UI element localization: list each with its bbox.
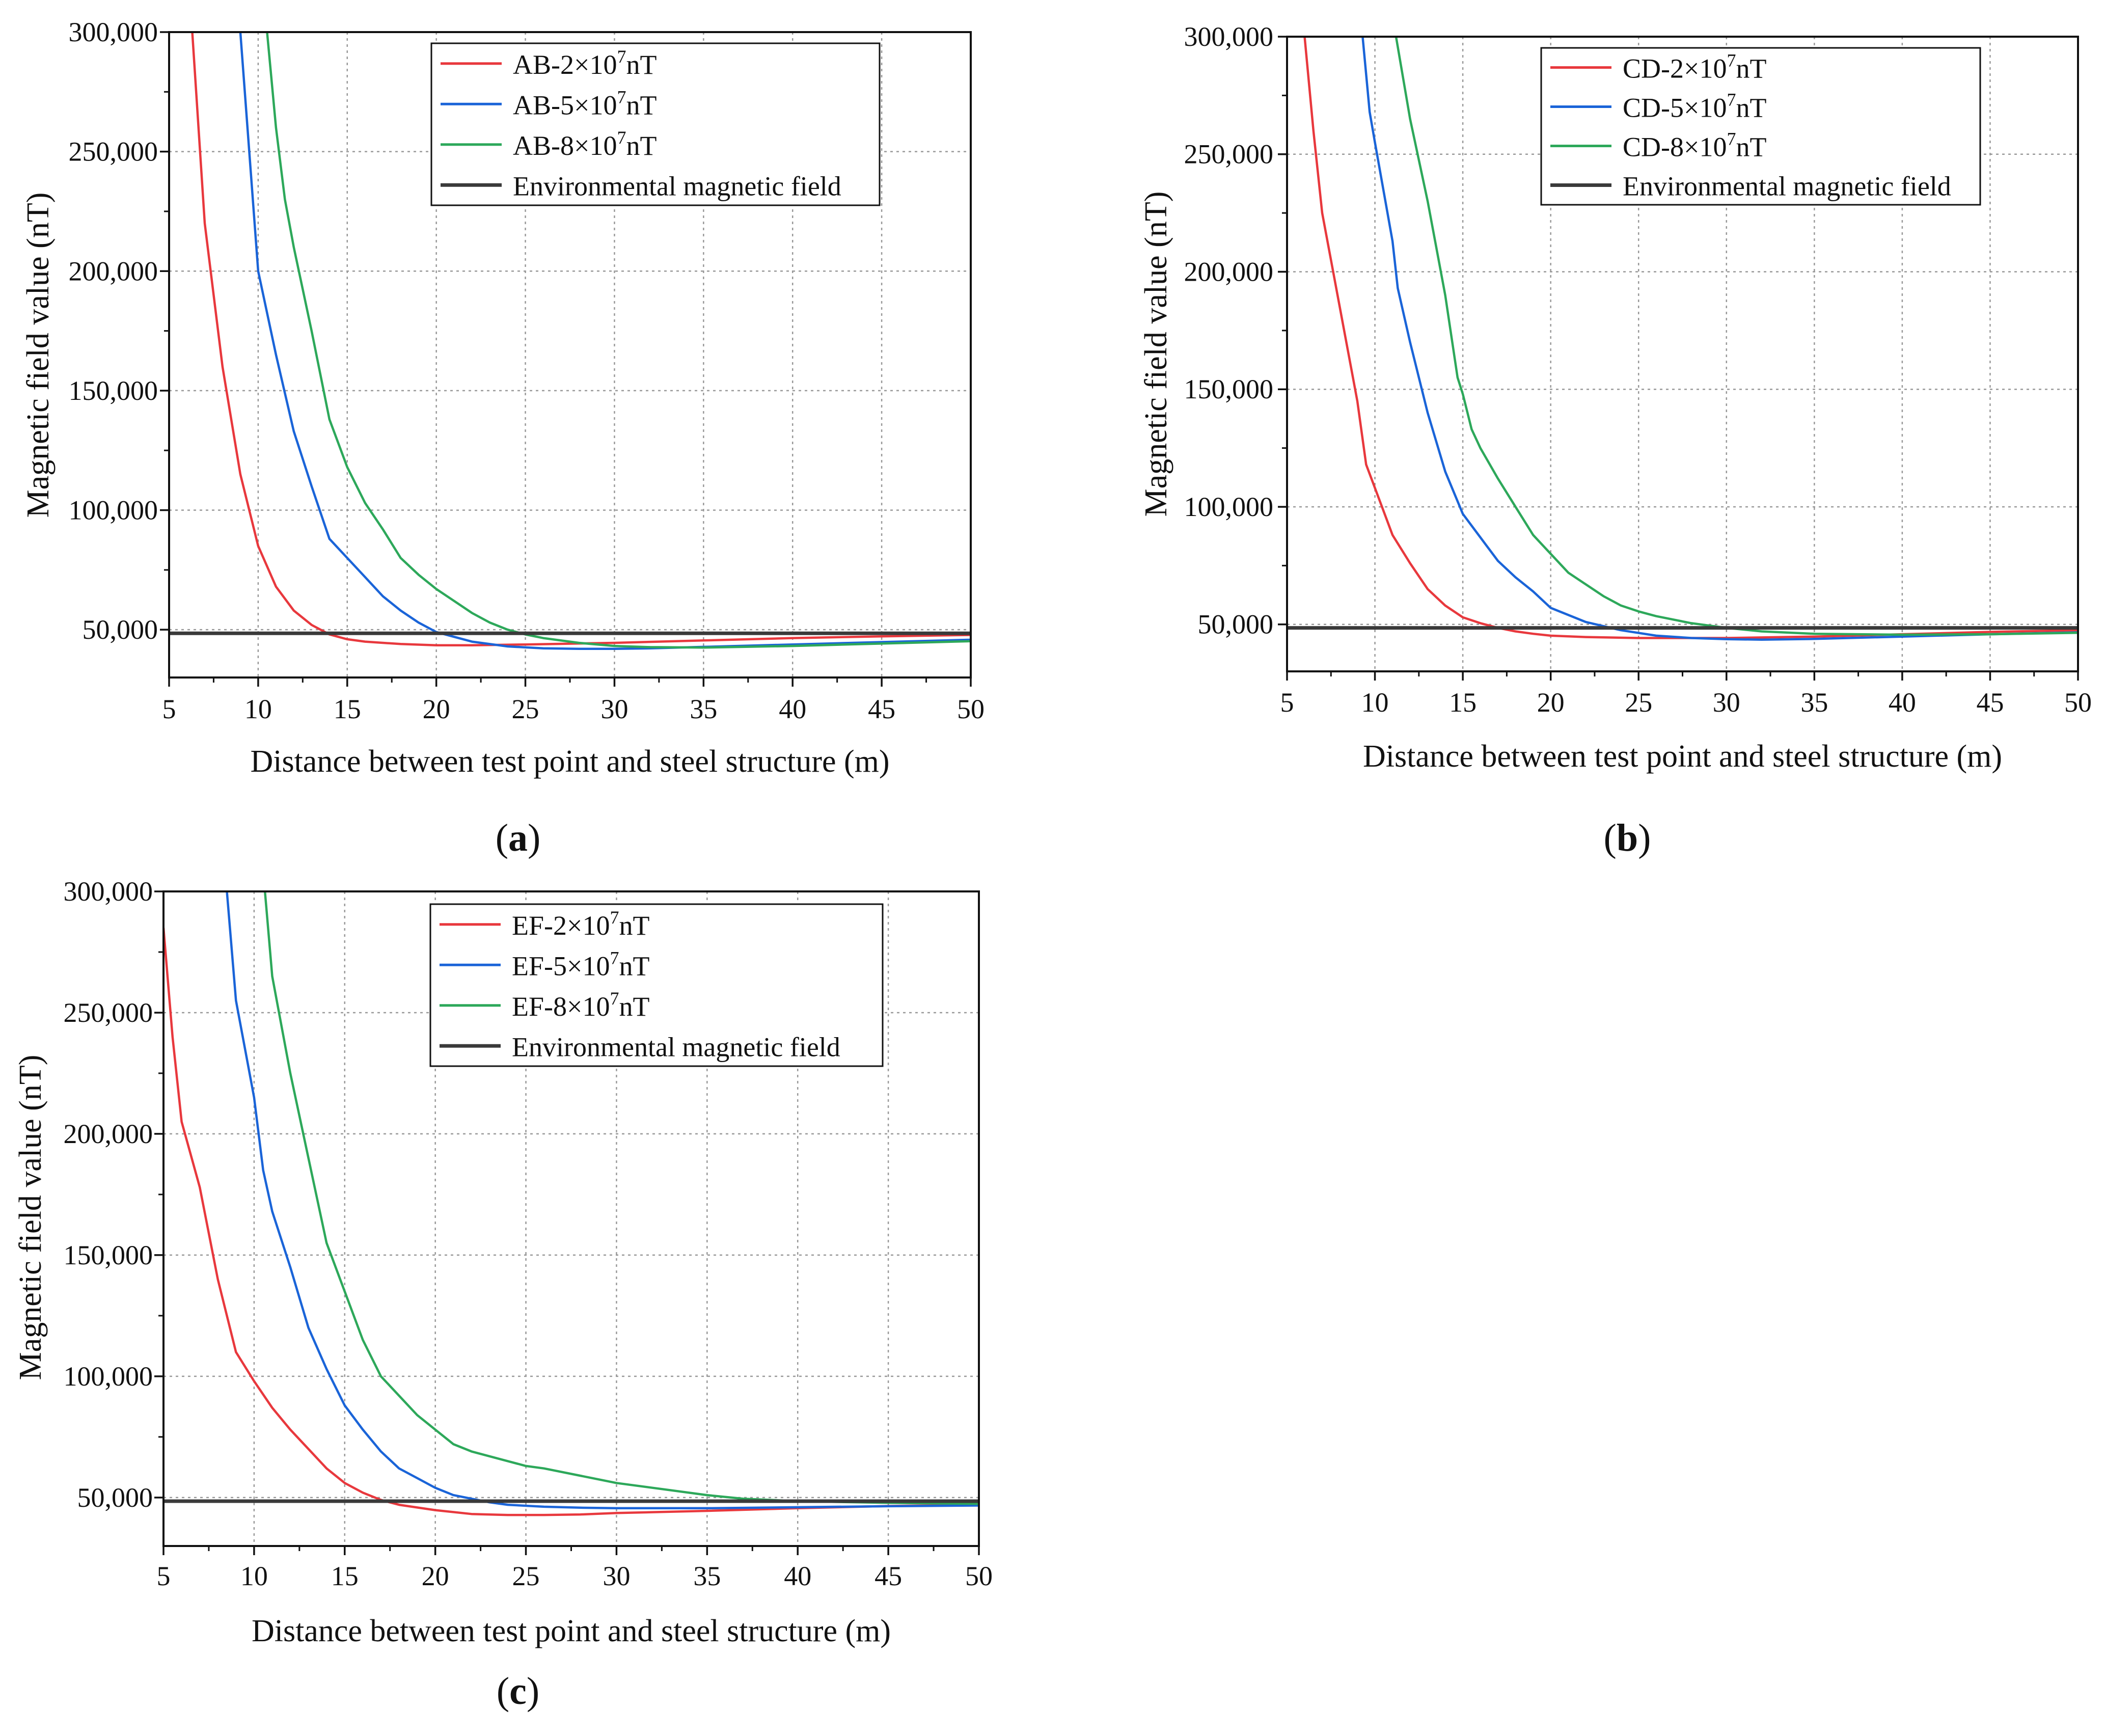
- y-tick-label: 100,000: [69, 495, 158, 526]
- series-line-1: [191, 32, 971, 646]
- y-tick-label: 300,000: [69, 17, 158, 47]
- legend-label: Environmental magnetic field: [1623, 171, 1951, 202]
- legend-label: EF-5×107nT: [512, 947, 649, 981]
- y-tick-label: 50,000: [1198, 609, 1274, 640]
- y-tick-label: 50,000: [77, 1482, 153, 1513]
- x-tick-label: 45: [874, 1561, 902, 1591]
- x-axis-title: Distance between test point and steel st…: [250, 744, 889, 779]
- legend-box: [1540, 47, 1981, 206]
- x-tick-label: 40: [1889, 687, 1916, 718]
- y-axis-title: Magnetic field value (nT): [21, 193, 56, 518]
- legend-label: CD-8×107nT: [1623, 129, 1766, 162]
- y-axis-title: Magnetic field value (nT): [1139, 192, 1173, 517]
- panel-caption: (b): [1604, 817, 1651, 859]
- legend-box: [430, 42, 881, 206]
- x-tick-label: 10: [244, 694, 272, 724]
- y-tick-label: 100,000: [1184, 492, 1274, 522]
- series-line-1: [163, 928, 979, 1516]
- x-tick-label: 40: [779, 694, 806, 724]
- y-tick-label: 200,000: [64, 1119, 153, 1149]
- series-line-1: [1303, 37, 2078, 639]
- series-group: [163, 891, 979, 1516]
- x-axis-title: Distance between test point and steel st…: [1363, 739, 2002, 774]
- panel-caption: (c): [497, 1670, 539, 1713]
- x-tick-label: 50: [2064, 687, 2092, 718]
- y-tick-label: 150,000: [64, 1240, 153, 1270]
- legend-label: CD-5×107nT: [1623, 90, 1766, 123]
- x-tick-label: 5: [162, 694, 176, 724]
- legend-label: AB-8×107nT: [513, 127, 657, 161]
- legend: AB-2×107nT AB-5×107nT AB-8×107nT Environmen…: [430, 42, 881, 206]
- x-tick-label: 15: [334, 694, 361, 724]
- chart-panel-c: 5 10 15 20 25 30 35 40 45 50 50,000 100,000 150,000 2…: [13, 876, 993, 1713]
- x-tick-label: 30: [603, 1561, 630, 1591]
- y-tick-label: 200,000: [1184, 256, 1274, 287]
- y-tick-label: 50,000: [83, 614, 158, 645]
- legend-label: EF-8×107nT: [512, 988, 649, 1022]
- x-tick-label: 20: [423, 694, 450, 724]
- series-line-3: [266, 32, 971, 649]
- legend-label: AB-5×107nT: [513, 87, 657, 120]
- x-tick-label: 20: [422, 1561, 449, 1591]
- x-tick-label: 30: [600, 694, 628, 724]
- legend-box: [429, 903, 884, 1067]
- legend-label: CD-2×107nT: [1623, 50, 1766, 84]
- x-tick-label: 35: [1800, 687, 1828, 718]
- x-tick-label: 45: [1976, 687, 2004, 718]
- x-tick-label: 35: [693, 1561, 721, 1591]
- y-tick-label: 150,000: [1184, 374, 1274, 404]
- y-tick-label: 300,000: [1184, 21, 1274, 52]
- y-tick-label: 200,000: [69, 256, 158, 286]
- y-tick-label: 100,000: [64, 1361, 153, 1392]
- x-tick-label: 15: [1449, 687, 1477, 718]
- x-tick-label: 50: [957, 694, 985, 724]
- chart-panel-a: 5 10 15 20 25 30 35 40 45 50 50,000 100,000 150,000 2…: [21, 17, 985, 859]
- x-tick-label: 40: [784, 1561, 811, 1591]
- x-tick-label: 25: [512, 694, 539, 724]
- panel-caption: (a): [496, 817, 541, 859]
- y-tick-label: 250,000: [64, 997, 153, 1028]
- series-line-3: [1395, 37, 2078, 636]
- chart-panel-b: 5 10 15 20 25 30 35 40 45 50 50,000 100,000 150,000 2…: [1139, 21, 2092, 859]
- x-tick-label: 5: [157, 1561, 171, 1591]
- x-tick-label: 35: [690, 694, 717, 724]
- series-line-2: [226, 891, 979, 1510]
- x-tick-label: 45: [868, 694, 895, 724]
- series-line-3: [263, 891, 979, 1505]
- x-tick-label: 50: [965, 1561, 993, 1591]
- legend: EF-2×107nT EF-5×107nT EF-8×107nT Environmen…: [429, 903, 884, 1067]
- x-tick-label: 20: [1537, 687, 1565, 718]
- legend-label: AB-2×107nT: [513, 46, 657, 80]
- y-tick-label: 150,000: [69, 375, 158, 406]
- x-tick-label: 15: [331, 1561, 359, 1591]
- x-tick-label: 25: [1625, 687, 1652, 718]
- x-axis-title: Distance between test point and steel st…: [252, 1614, 891, 1648]
- series-line-2: [1361, 37, 2078, 641]
- y-tick-label: 250,000: [1184, 139, 1274, 170]
- x-tick-label: 5: [1280, 687, 1294, 718]
- legend-label: Environmental magnetic field: [512, 1032, 840, 1062]
- legend-label: EF-2×107nT: [512, 907, 649, 941]
- x-tick-label: 10: [1361, 687, 1389, 718]
- series-group: [1287, 37, 2078, 641]
- x-tick-label: 30: [1713, 687, 1740, 718]
- legend: CD-2×107nT CD-5×107nT CD-8×107nT Environmen…: [1540, 47, 1981, 206]
- x-tick-label: 25: [512, 1561, 540, 1591]
- y-axis-title: Magnetic field value (nT): [13, 1055, 48, 1380]
- x-tick-label: 10: [240, 1561, 268, 1591]
- y-tick-label: 250,000: [69, 137, 158, 167]
- series-group: [169, 32, 971, 650]
- legend-label: Environmental magnetic field: [513, 171, 841, 201]
- y-tick-label: 300,000: [64, 876, 153, 907]
